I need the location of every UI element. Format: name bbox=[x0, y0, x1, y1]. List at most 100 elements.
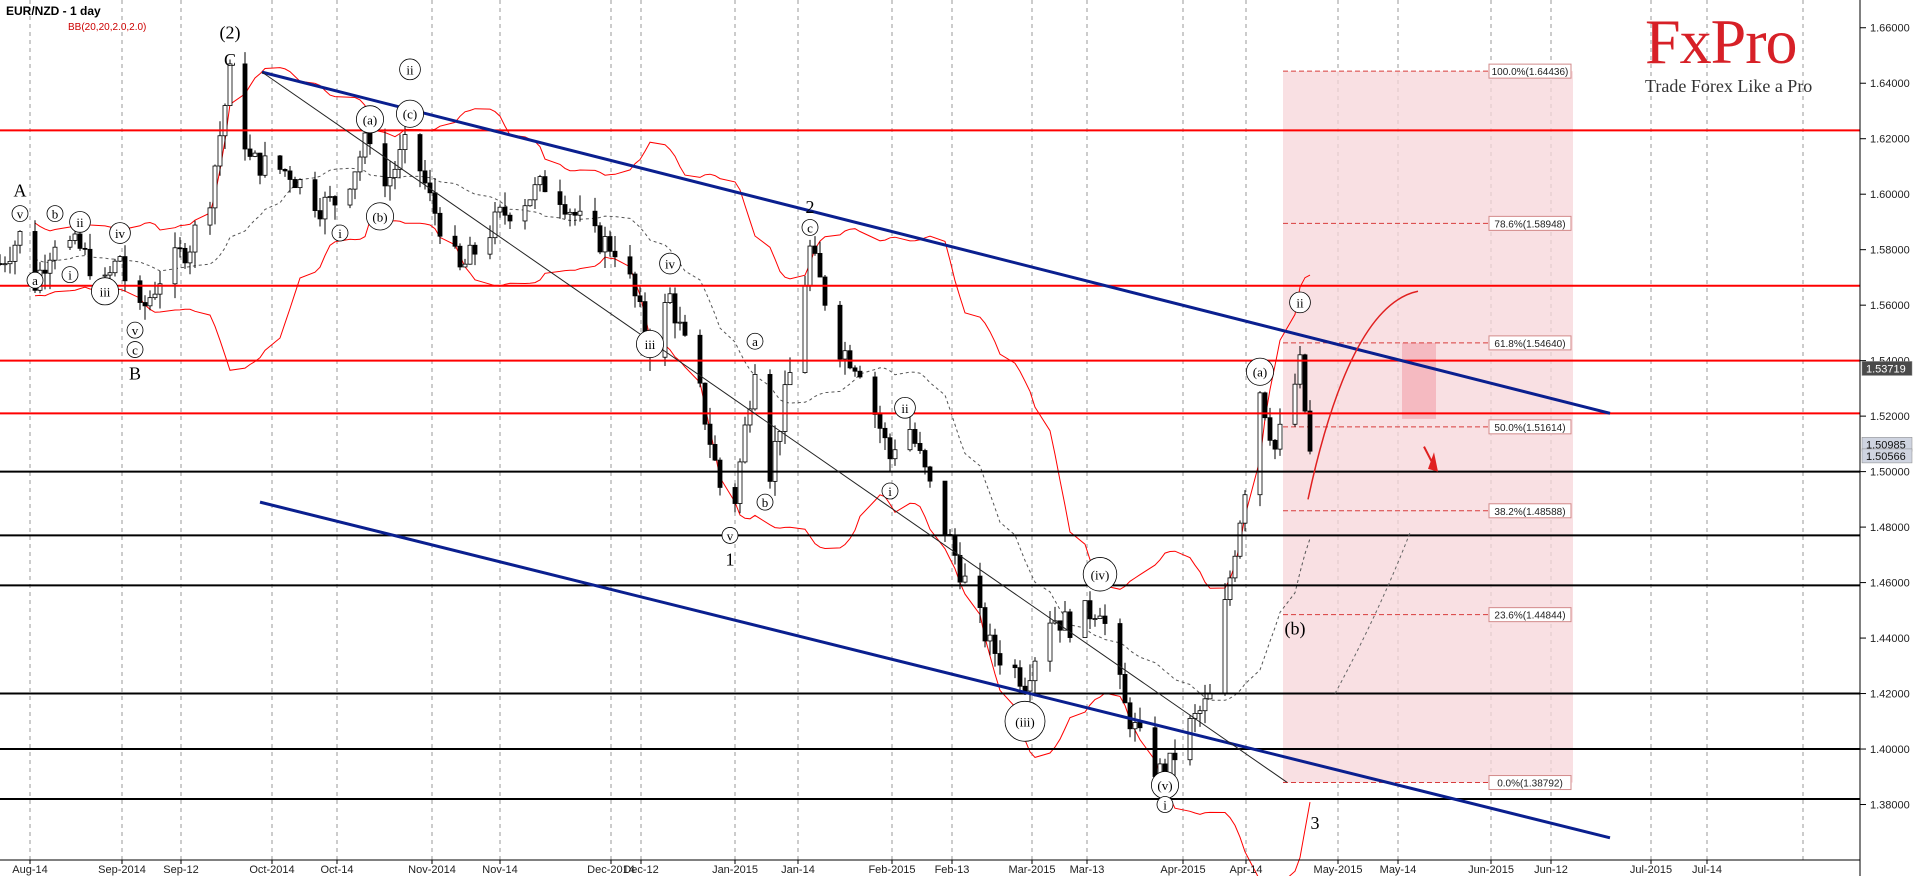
fib-label-box-3 bbox=[1488, 419, 1572, 435]
candle-body-75 bbox=[522, 205, 528, 222]
candle-body-146 bbox=[1017, 667, 1023, 687]
candle-body-41 bbox=[282, 168, 288, 172]
candle-body-129 bbox=[892, 449, 898, 460]
candle-body-155 bbox=[1082, 600, 1088, 638]
candle-body-13 bbox=[82, 247, 88, 250]
candle-body-18 bbox=[117, 256, 123, 262]
candle-body-14 bbox=[87, 248, 93, 277]
candle-body-141 bbox=[982, 607, 988, 642]
candle-body-88 bbox=[607, 236, 613, 252]
projection-arrow-head bbox=[1428, 452, 1438, 472]
wave-label-25: 1 bbox=[726, 549, 735, 569]
wave-label-29: (iii) bbox=[1015, 714, 1035, 729]
candle-body-20 bbox=[137, 280, 143, 303]
candle-body-38 bbox=[257, 152, 263, 176]
fib-label-1: 78.6%(1.58948) bbox=[1494, 219, 1565, 230]
candle-body-65 bbox=[452, 235, 458, 247]
candle-body-114 bbox=[787, 372, 793, 386]
candle-body-182 bbox=[1267, 417, 1273, 441]
candle-body-128 bbox=[887, 437, 893, 460]
candle-body-92 bbox=[637, 295, 643, 303]
candle-body-64 bbox=[437, 212, 443, 237]
fib-label-box-2 bbox=[1488, 335, 1572, 351]
wave-label-27: i bbox=[888, 484, 892, 499]
time-tick-label-9: Jan-2015 bbox=[712, 864, 758, 876]
wave-label-19: c bbox=[807, 220, 813, 235]
candle-body-8 bbox=[47, 259, 53, 274]
time-tick-label-18: May-14 bbox=[1380, 864, 1417, 876]
wave-label-28: (iv) bbox=[1091, 567, 1110, 582]
candle-body-176 bbox=[1227, 577, 1233, 600]
candle-body-108 bbox=[747, 408, 753, 426]
candle-body-123 bbox=[852, 367, 858, 372]
wave-circle-21 bbox=[636, 329, 665, 358]
time-tick-label-10: Jan-14 bbox=[781, 864, 815, 876]
candle-body-187 bbox=[1302, 354, 1308, 412]
time-tick-label-8: Dec-12 bbox=[623, 864, 658, 876]
time-tick-label-2: Sep-12 bbox=[163, 864, 198, 876]
candle-body-93 bbox=[642, 301, 648, 336]
horizontal-levels bbox=[0, 129, 1860, 800]
price-tick-label-4: 1.46000 bbox=[1870, 578, 1910, 590]
candle-body-96 bbox=[667, 293, 673, 303]
time-tick-label-0: Aug-14 bbox=[12, 864, 47, 876]
candle-body-66 bbox=[457, 245, 463, 268]
candle-body-54 bbox=[367, 132, 373, 145]
wave-label-0: (2) bbox=[220, 22, 241, 43]
candle-body-23 bbox=[152, 293, 158, 299]
wave-label-13: (a) bbox=[363, 112, 377, 127]
candle-body-35 bbox=[242, 63, 248, 150]
candle-body-142 bbox=[987, 634, 993, 642]
candle-body-60 bbox=[417, 134, 423, 172]
candle-body-16 bbox=[107, 272, 113, 276]
candle-body-154 bbox=[1067, 611, 1073, 638]
wave-label-30: (v) bbox=[1157, 778, 1172, 793]
logo-tagline: Trade Forex Like a Pro bbox=[1645, 76, 1813, 96]
time-tick-label-5: Nov-2014 bbox=[408, 864, 456, 876]
candle-body-120 bbox=[837, 304, 843, 360]
candle-body-34 bbox=[227, 63, 233, 106]
candle-body-178 bbox=[1237, 522, 1243, 557]
candle-body-71 bbox=[492, 211, 498, 239]
candle-body-101 bbox=[702, 382, 708, 425]
candle-body-156 bbox=[1087, 600, 1093, 620]
wave-circle-11 bbox=[126, 341, 144, 358]
wave-circle-24 bbox=[721, 527, 739, 544]
candle-body-99 bbox=[682, 321, 688, 336]
wave-circle-20 bbox=[659, 252, 681, 275]
candle-body-139 bbox=[962, 575, 968, 583]
candle-body-162 bbox=[1127, 702, 1133, 730]
candle-body-79 bbox=[542, 176, 548, 193]
candle-body-72 bbox=[497, 206, 503, 213]
candle-body-106 bbox=[737, 461, 743, 504]
candle-body-185 bbox=[1292, 383, 1298, 425]
candle-body-177 bbox=[1232, 555, 1238, 579]
diagonal-line bbox=[261, 71, 1288, 783]
candle-body-57 bbox=[392, 168, 398, 178]
time-tick-label-6: Nov-14 bbox=[482, 864, 517, 876]
wave-circle-13 bbox=[355, 105, 384, 134]
wave-label-14: ii bbox=[406, 62, 414, 77]
wave-label-22: a bbox=[752, 334, 758, 349]
price-tick-label-0: 1.38000 bbox=[1870, 800, 1910, 812]
candle-body-17 bbox=[112, 260, 118, 274]
fibonacci-retracement: 100.0%(1.64436) 78.6%(1.58948) 61.8%(1.546… bbox=[1283, 63, 1573, 791]
candle-body-160 bbox=[1117, 623, 1123, 675]
candle-body-69 bbox=[472, 244, 478, 255]
candle-body-36 bbox=[247, 148, 253, 157]
candle-body-31 bbox=[212, 165, 218, 209]
price-tick-label-12: 1.62000 bbox=[1870, 134, 1910, 146]
time-tick-label-19: Jun-2015 bbox=[1468, 864, 1514, 876]
candle-body-179 bbox=[1242, 494, 1248, 524]
price-tick-label-13: 1.64000 bbox=[1870, 78, 1910, 90]
wave-circle-29 bbox=[1004, 700, 1046, 742]
candle-body-184 bbox=[1277, 423, 1283, 450]
candle-body-147 bbox=[1022, 685, 1028, 692]
wave-label-26: ii bbox=[901, 401, 909, 416]
candle-body-97 bbox=[672, 293, 678, 324]
candle-body-173 bbox=[1202, 698, 1208, 712]
wave-circle-22 bbox=[746, 332, 764, 350]
time-tick-label-15: Apr-2015 bbox=[1160, 864, 1205, 876]
candle-body-76 bbox=[527, 199, 533, 207]
